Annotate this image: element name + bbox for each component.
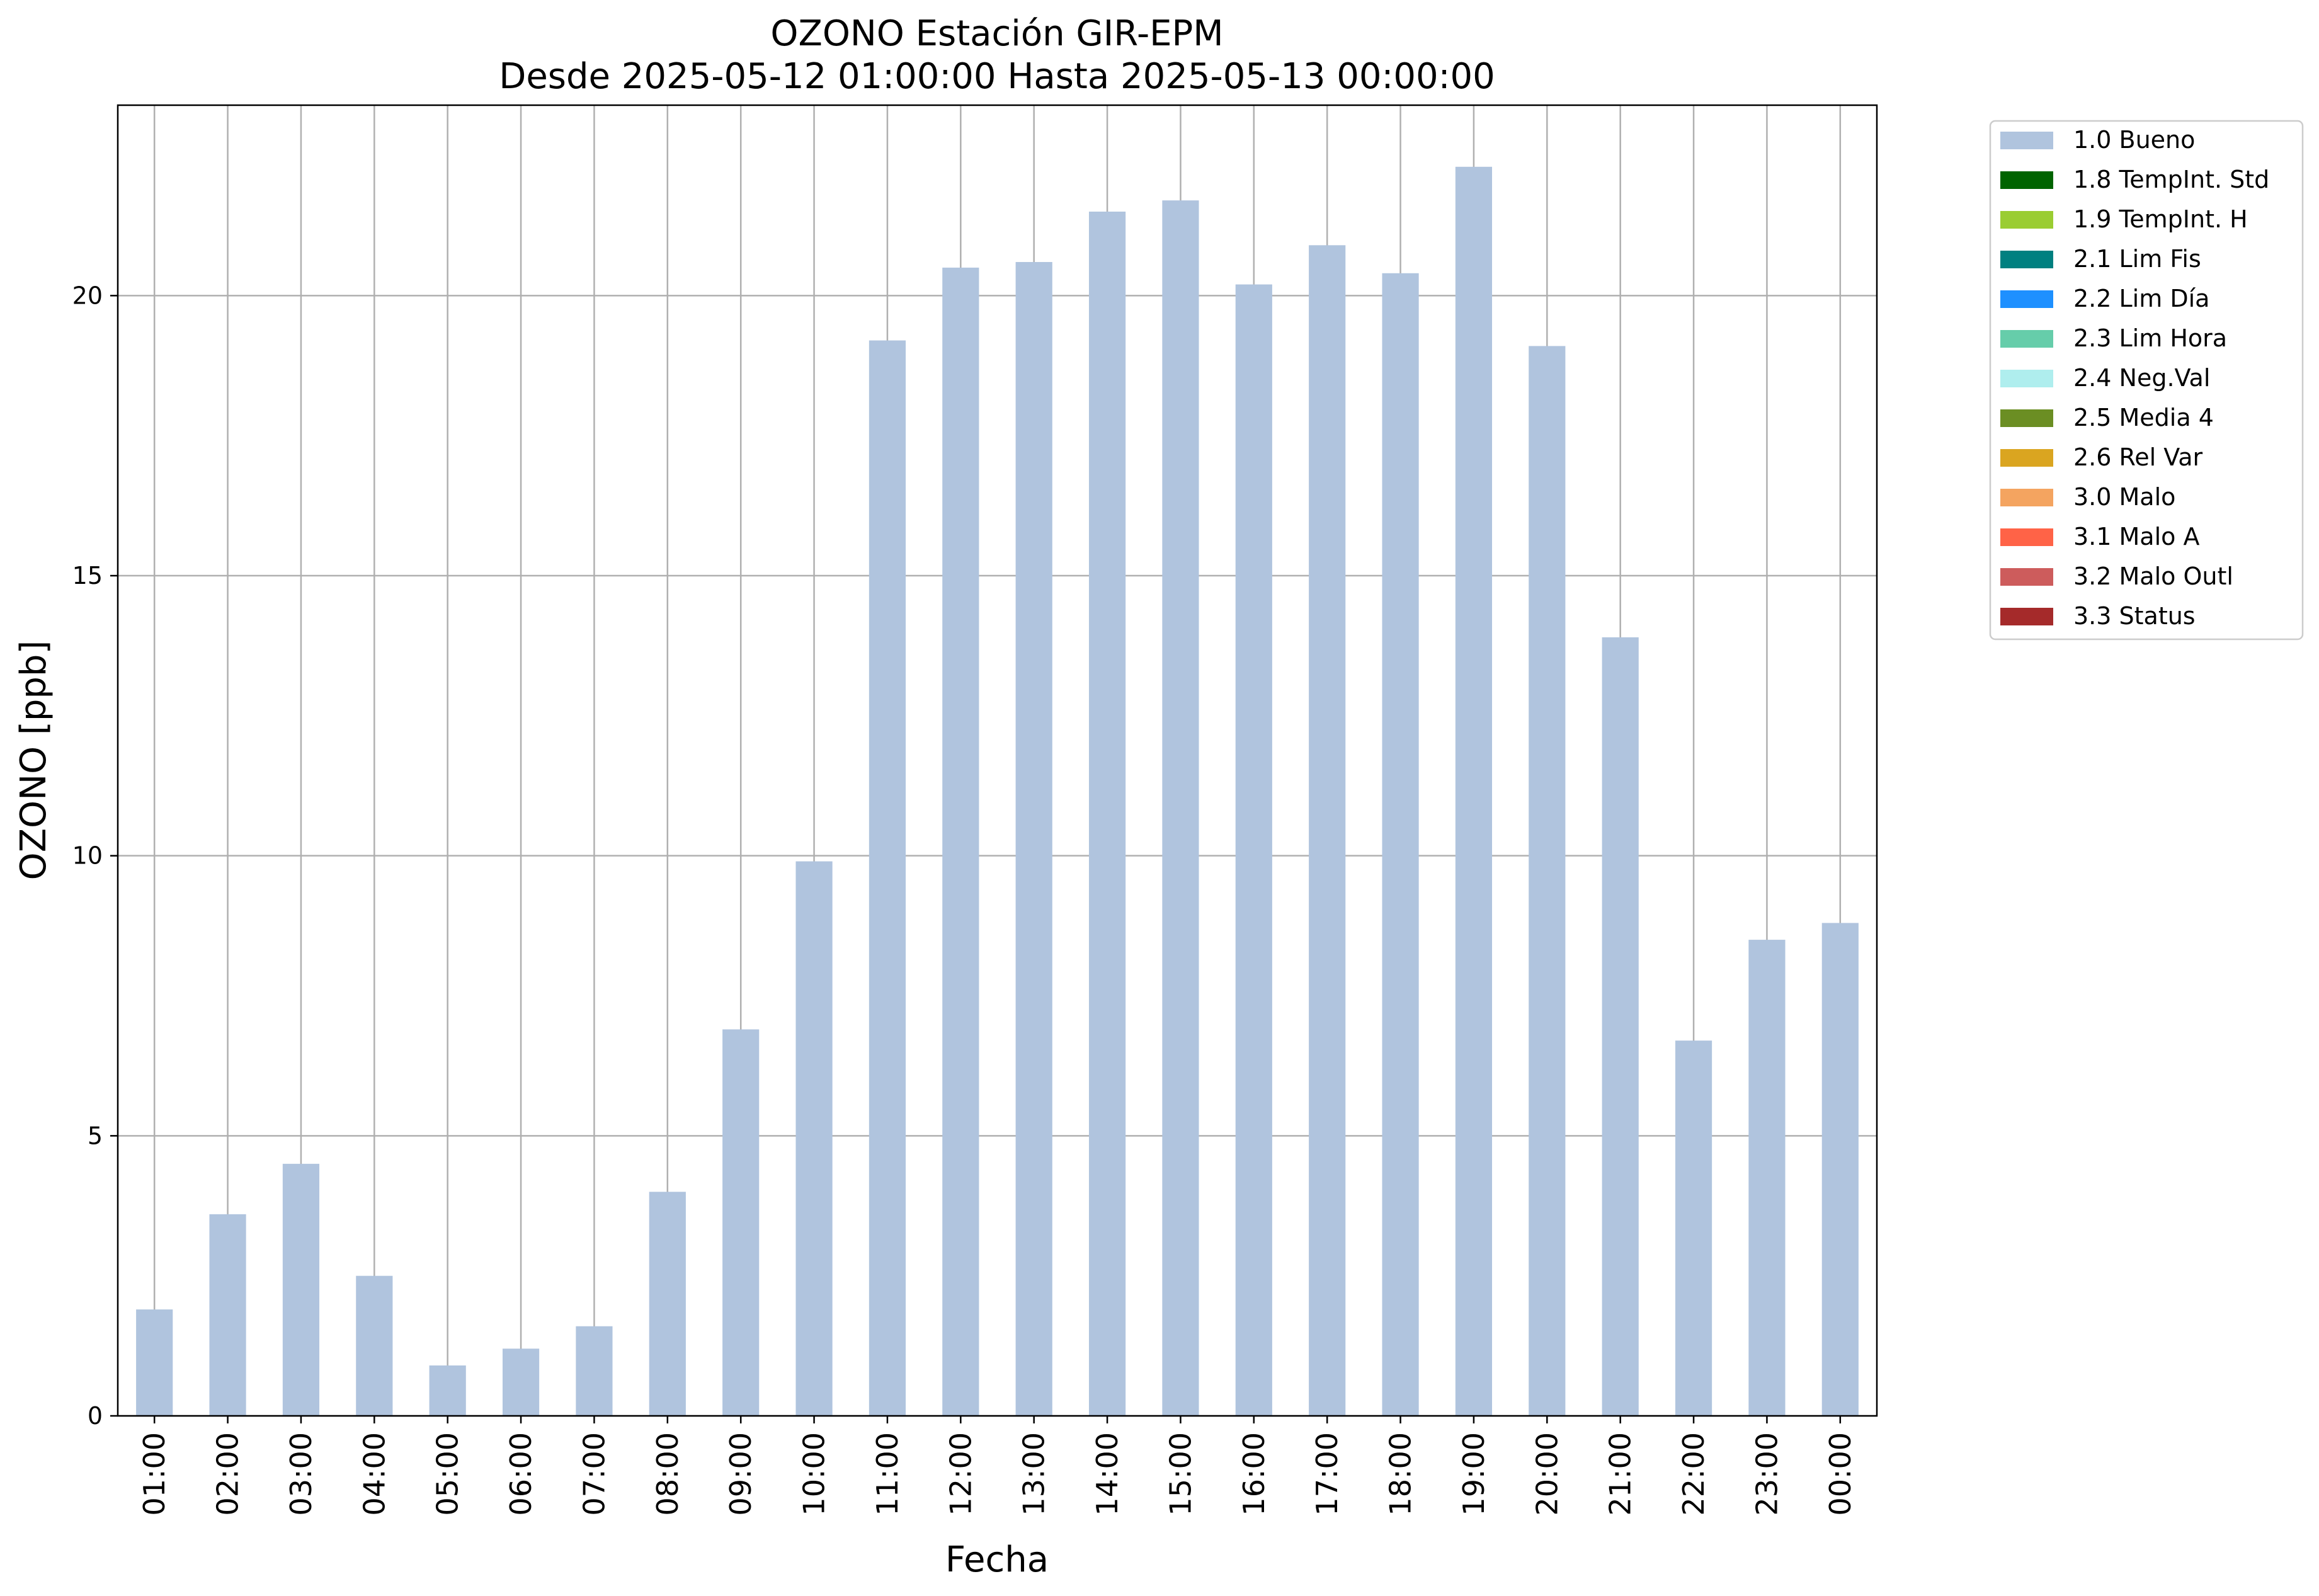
bar-1400 xyxy=(1088,211,1126,1416)
x-tick-label: 07:00 xyxy=(577,1432,611,1516)
x-axis-ticks: 01:00 02:00 03:00 04:00 05:00 06:00 07:00 08:00… xyxy=(137,1416,1857,1516)
y-axis-label: OZONO [ppb] xyxy=(13,641,54,881)
legend-label: 3.1 Malo A xyxy=(2073,523,2199,550)
bar-2100 xyxy=(1602,637,1639,1416)
bar-1200 xyxy=(942,267,979,1416)
x-tick-label: 12:00 xyxy=(943,1432,977,1516)
legend-label: 3.2 Malo Outl xyxy=(2073,562,2233,590)
legend-label: 2.1 Lim Fis xyxy=(2073,245,2201,273)
y-tick-label: 10 xyxy=(72,842,103,870)
legend-label: 1.8 TempInt. Std xyxy=(2073,166,2269,193)
x-tick-label: 16:00 xyxy=(1237,1432,1271,1516)
x-tick-label: 05:00 xyxy=(431,1432,465,1516)
x-tick-label: 03:00 xyxy=(284,1432,318,1516)
legend: 1.0 Bueno 1.8 TempInt. Std 1.9 TempInt. H 2… xyxy=(1989,120,2304,641)
bar-1500 xyxy=(1162,200,1199,1416)
bar-1600 xyxy=(1235,284,1272,1416)
plot-frame xyxy=(117,104,1878,1417)
y-tick-label: 5 xyxy=(88,1122,103,1149)
bar-0100 xyxy=(136,1309,173,1416)
x-tick-label: 15:00 xyxy=(1163,1432,1197,1516)
x-tick-label: 10:00 xyxy=(797,1432,831,1516)
x-tick-label: 20:00 xyxy=(1530,1432,1564,1516)
x-tick-label: 06:00 xyxy=(504,1432,538,1516)
bar-2000 xyxy=(1529,346,1566,1416)
x-tick-label: 17:00 xyxy=(1310,1432,1344,1516)
legend-items: 1.0 Bueno 1.8 TempInt. Std 1.9 TempInt. H 2… xyxy=(2000,126,2269,630)
bar-1000 xyxy=(795,861,833,1416)
x-tick-label: 08:00 xyxy=(651,1432,685,1516)
legend-swatch xyxy=(2000,370,2053,387)
x-tick-label: 04:00 xyxy=(357,1432,391,1516)
legend-swatch xyxy=(2000,449,2053,467)
bar-1800 xyxy=(1382,273,1419,1416)
chart-title: OZONO Estación GIR-EPM xyxy=(770,13,1223,54)
bar-2300 xyxy=(1748,940,1786,1416)
bar-1700 xyxy=(1309,245,1346,1416)
bar-0900 xyxy=(722,1029,760,1416)
x-tick-label: 11:00 xyxy=(870,1432,904,1516)
legend-label: 2.6 Rel Var xyxy=(2073,443,2203,471)
legend-swatch xyxy=(2000,330,2053,348)
legend-label: 1.0 Bueno xyxy=(2073,126,2195,154)
bar-0500 xyxy=(429,1365,466,1416)
chart-subtitle: Desde 2025-05-12 01:00:00 Hasta 2025-05-… xyxy=(499,56,1495,97)
legend-swatch xyxy=(2000,568,2053,586)
legend-swatch xyxy=(2000,251,2053,268)
bar-0700 xyxy=(576,1326,613,1416)
bar-0200 xyxy=(209,1214,246,1416)
x-tick-label: 18:00 xyxy=(1384,1432,1418,1516)
legend-swatch xyxy=(2000,211,2053,229)
legend-label: 3.3 Status xyxy=(2073,602,2196,630)
x-tick-label: 09:00 xyxy=(724,1432,758,1516)
bar-2200 xyxy=(1675,1040,1712,1416)
legend-label: 2.3 Lim Hora xyxy=(2073,324,2227,352)
bar-1100 xyxy=(869,340,906,1416)
bar-1300 xyxy=(1015,262,1052,1416)
x-tick-label: 22:00 xyxy=(1677,1432,1711,1516)
x-tick-label: 14:00 xyxy=(1090,1432,1124,1516)
bar-0000 xyxy=(1821,923,1859,1416)
x-tick-label: 02:00 xyxy=(211,1432,245,1516)
bars xyxy=(136,166,1859,1416)
legend-swatch xyxy=(2000,489,2053,506)
legend-swatch xyxy=(2000,608,2053,625)
bar-0600 xyxy=(502,1348,540,1416)
legend-label: 2.4 Neg.Val xyxy=(2073,364,2210,392)
legend-swatch xyxy=(2000,132,2053,149)
x-tick-label: 13:00 xyxy=(1017,1432,1051,1516)
y-tick-label: 15 xyxy=(72,562,103,590)
x-tick-label: 21:00 xyxy=(1604,1432,1638,1516)
legend-label: 3.0 Malo xyxy=(2073,483,2175,511)
bar-0400 xyxy=(356,1275,393,1416)
y-tick-label: 20 xyxy=(72,282,103,309)
legend-frame xyxy=(1989,120,2304,641)
y-tick-label: 0 xyxy=(88,1402,103,1430)
legend-label: 2.5 Media 4 xyxy=(2073,404,2214,431)
bar-0300 xyxy=(282,1163,320,1416)
y-axis-ticks: 0 5 10 15 20 xyxy=(72,282,118,1430)
x-tick-label: 23:00 xyxy=(1750,1432,1784,1516)
legend-swatch xyxy=(2000,409,2053,427)
legend-swatch xyxy=(2000,528,2053,546)
legend-label: 2.2 Lim Día xyxy=(2073,285,2209,312)
x-tick-label: 19:00 xyxy=(1457,1432,1491,1516)
legend-swatch xyxy=(2000,171,2053,189)
x-tick-label: 01:00 xyxy=(137,1432,171,1516)
x-tick-label: 00:00 xyxy=(1823,1432,1857,1516)
bar-1900 xyxy=(1455,166,1493,1416)
legend-swatch xyxy=(2000,290,2053,308)
x-axis-label: Fecha xyxy=(945,1539,1049,1580)
legend-label: 1.9 TempInt. H xyxy=(2073,205,2248,233)
bar-0800 xyxy=(649,1192,686,1416)
